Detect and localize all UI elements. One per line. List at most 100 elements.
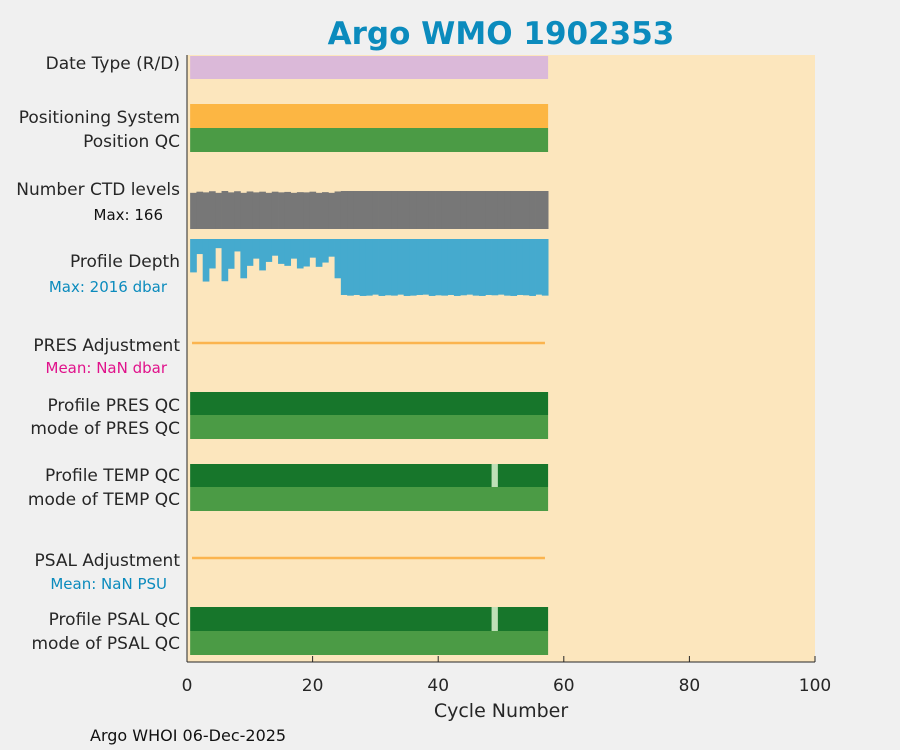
ctd-levels-bar-cycle-22	[322, 192, 329, 229]
date-type-bar	[190, 56, 549, 79]
x-tick-label-60: 60	[553, 676, 575, 696]
profile-depth-bar-cycle-23	[328, 239, 335, 257]
label-pres-mean: Mean: NaN dbar	[46, 359, 168, 377]
ctd-levels-bar-cycle-26	[347, 191, 354, 229]
profile-depth-bar-cycle-18	[296, 239, 304, 269]
profile-psal-qc-bar	[190, 607, 549, 631]
profile-depth-bar-cycle-52	[510, 239, 518, 296]
ctd-levels-bar-cycle-28	[359, 191, 367, 229]
ctd-levels-bar-cycle-1	[190, 192, 197, 229]
ctd-levels-bar-cycle-3	[202, 192, 210, 229]
profile-depth-bar-cycle-7	[227, 239, 235, 269]
profile-depth-bar-cycle-13	[265, 239, 273, 262]
profile-depth-bar-cycle-37	[416, 239, 423, 295]
x-tick-label-20: 20	[302, 676, 324, 696]
mode-pres-qc-bar	[190, 415, 549, 439]
ctd-levels-bar-cycle-23	[328, 192, 335, 229]
profile-depth-bar-cycle-54	[522, 239, 530, 296]
profile-depth-bar-cycle-24	[334, 239, 342, 279]
profile-depth-bar-cycle-2	[196, 239, 204, 255]
ctd-levels-bar-cycle-33	[391, 191, 398, 229]
profile-depth-bar-cycle-55	[529, 239, 536, 296]
ctd-levels-bar-cycle-53	[516, 191, 524, 229]
x-axis-label: Cycle Number	[434, 700, 568, 722]
ctd-levels-bar-cycle-25	[340, 191, 348, 229]
label-mode-pres-qc: mode of PRES QC	[30, 419, 180, 439]
ctd-levels-bar-cycle-49	[491, 191, 499, 229]
x-tick-label-40: 40	[427, 676, 449, 696]
ctd-levels-bar-cycle-40	[435, 191, 442, 229]
profile-depth-bar-cycle-12	[259, 239, 266, 271]
x-axis-ticks: 0 20 40 60 80 100	[182, 656, 831, 696]
profile-depth-bar-cycle-17	[290, 239, 298, 259]
profile-depth-bar-cycle-33	[391, 239, 398, 296]
ctd-levels-bar-cycle-31	[378, 191, 386, 229]
profile-depth-bar-cycle-14	[271, 239, 279, 256]
ctd-levels-bar-cycle-45	[466, 191, 474, 229]
label-profile-depth: Profile Depth	[70, 252, 180, 272]
profile-depth-bar-cycle-56	[535, 239, 543, 295]
ctd-levels-bar-cycle-6	[221, 191, 229, 229]
ctd-levels-bar-cycle-41	[441, 191, 449, 229]
profile-depth-bar-cycle-11	[252, 239, 260, 259]
temp-qc-flag-cycle-49	[491, 464, 498, 487]
profile-depth-bar-cycle-35	[403, 239, 411, 296]
profile-depth-bar-cycle-50	[497, 239, 505, 295]
ctd-levels-bar-cycle-15	[278, 192, 285, 229]
ctd-levels-bar-cycle-42	[447, 191, 455, 229]
label-profile-psal-qc: Profile PSAL QC	[49, 610, 180, 630]
ctd-levels-bar-cycle-34	[397, 191, 405, 229]
ctd-levels-bar-cycle-7	[227, 192, 235, 229]
ctd-levels-bar-cycle-38	[422, 191, 430, 229]
profile-depth-bar-cycle-22	[322, 239, 329, 263]
profile-temp-qc-bar	[190, 464, 549, 487]
ctd-levels-bar-cycle-2	[196, 191, 204, 229]
profile-depth-bar-cycle-29	[365, 239, 373, 296]
ctd-levels-bar-cycle-9	[240, 192, 248, 229]
position-qc-bar	[190, 128, 549, 152]
ctd-levels-bar-cycle-37	[416, 191, 423, 229]
ctd-levels-bar-cycle-12	[259, 191, 266, 229]
label-pres-adjustment: PRES Adjustment	[33, 336, 180, 356]
label-positioning-system: Positioning System	[19, 108, 180, 128]
label-position-qc: Position QC	[83, 132, 180, 152]
profile-depth-bar-cycle-51	[504, 239, 511, 296]
plot-area	[187, 55, 815, 662]
profile-depth-bar-cycle-5	[215, 239, 222, 249]
ctd-levels-bar-cycle-56	[535, 191, 543, 229]
ctd-levels-bar-cycle-11	[252, 192, 260, 229]
profile-depth-bar-cycle-46	[472, 239, 480, 296]
ctd-levels-bar-cycle-39	[428, 191, 436, 229]
ctd-levels-bar-cycle-44	[460, 191, 467, 229]
ctd-levels-bar-cycle-51	[504, 191, 511, 229]
ctd-levels-bar-cycle-57	[541, 191, 549, 229]
ctd-levels-bar-cycle-43	[453, 191, 461, 229]
profile-depth-bar-cycle-57	[541, 239, 549, 296]
profile-depth-bar-cycle-31	[378, 239, 386, 296]
ctd-levels-bar-cycle-8	[234, 191, 241, 229]
label-date-type: Date Type (R/D)	[46, 54, 180, 74]
label-ctd-levels: Number CTD levels	[16, 180, 180, 200]
ctd-levels-bar-cycle-54	[522, 191, 530, 229]
profile-depth-bar-cycle-38	[422, 239, 430, 295]
profile-depth-bar-cycle-41	[441, 239, 449, 296]
ctd-levels-bar-cycle-46	[472, 191, 480, 229]
profile-depth-bar-cycle-6	[221, 239, 229, 282]
ctd-levels-bar-cycle-48	[485, 191, 492, 229]
footer-credit: Argo WHOI 06-Dec-2025	[90, 726, 286, 745]
label-ctd-max: Max: 166	[94, 206, 163, 224]
ctd-levels-bar-cycle-50	[497, 191, 505, 229]
ctd-levels-bar-cycle-21	[315, 192, 323, 229]
ctd-levels-bar-cycle-35	[403, 191, 411, 229]
ctd-levels-bar-cycle-20	[309, 191, 317, 229]
ctd-levels-bar-cycle-30	[372, 191, 379, 229]
chart-marks	[190, 56, 549, 655]
x-tick-label-80: 80	[679, 676, 701, 696]
profile-depth-bar-cycle-36	[409, 239, 417, 296]
ctd-levels-bar-cycle-36	[409, 191, 417, 229]
profile-pres-qc-bar	[190, 392, 549, 415]
profile-depth-bar-cycle-32	[384, 239, 392, 296]
profile-depth-bar-cycle-21	[315, 239, 323, 267]
profile-depth-bar-cycle-40	[435, 239, 442, 296]
ctd-levels-bar-cycle-17	[290, 192, 298, 229]
